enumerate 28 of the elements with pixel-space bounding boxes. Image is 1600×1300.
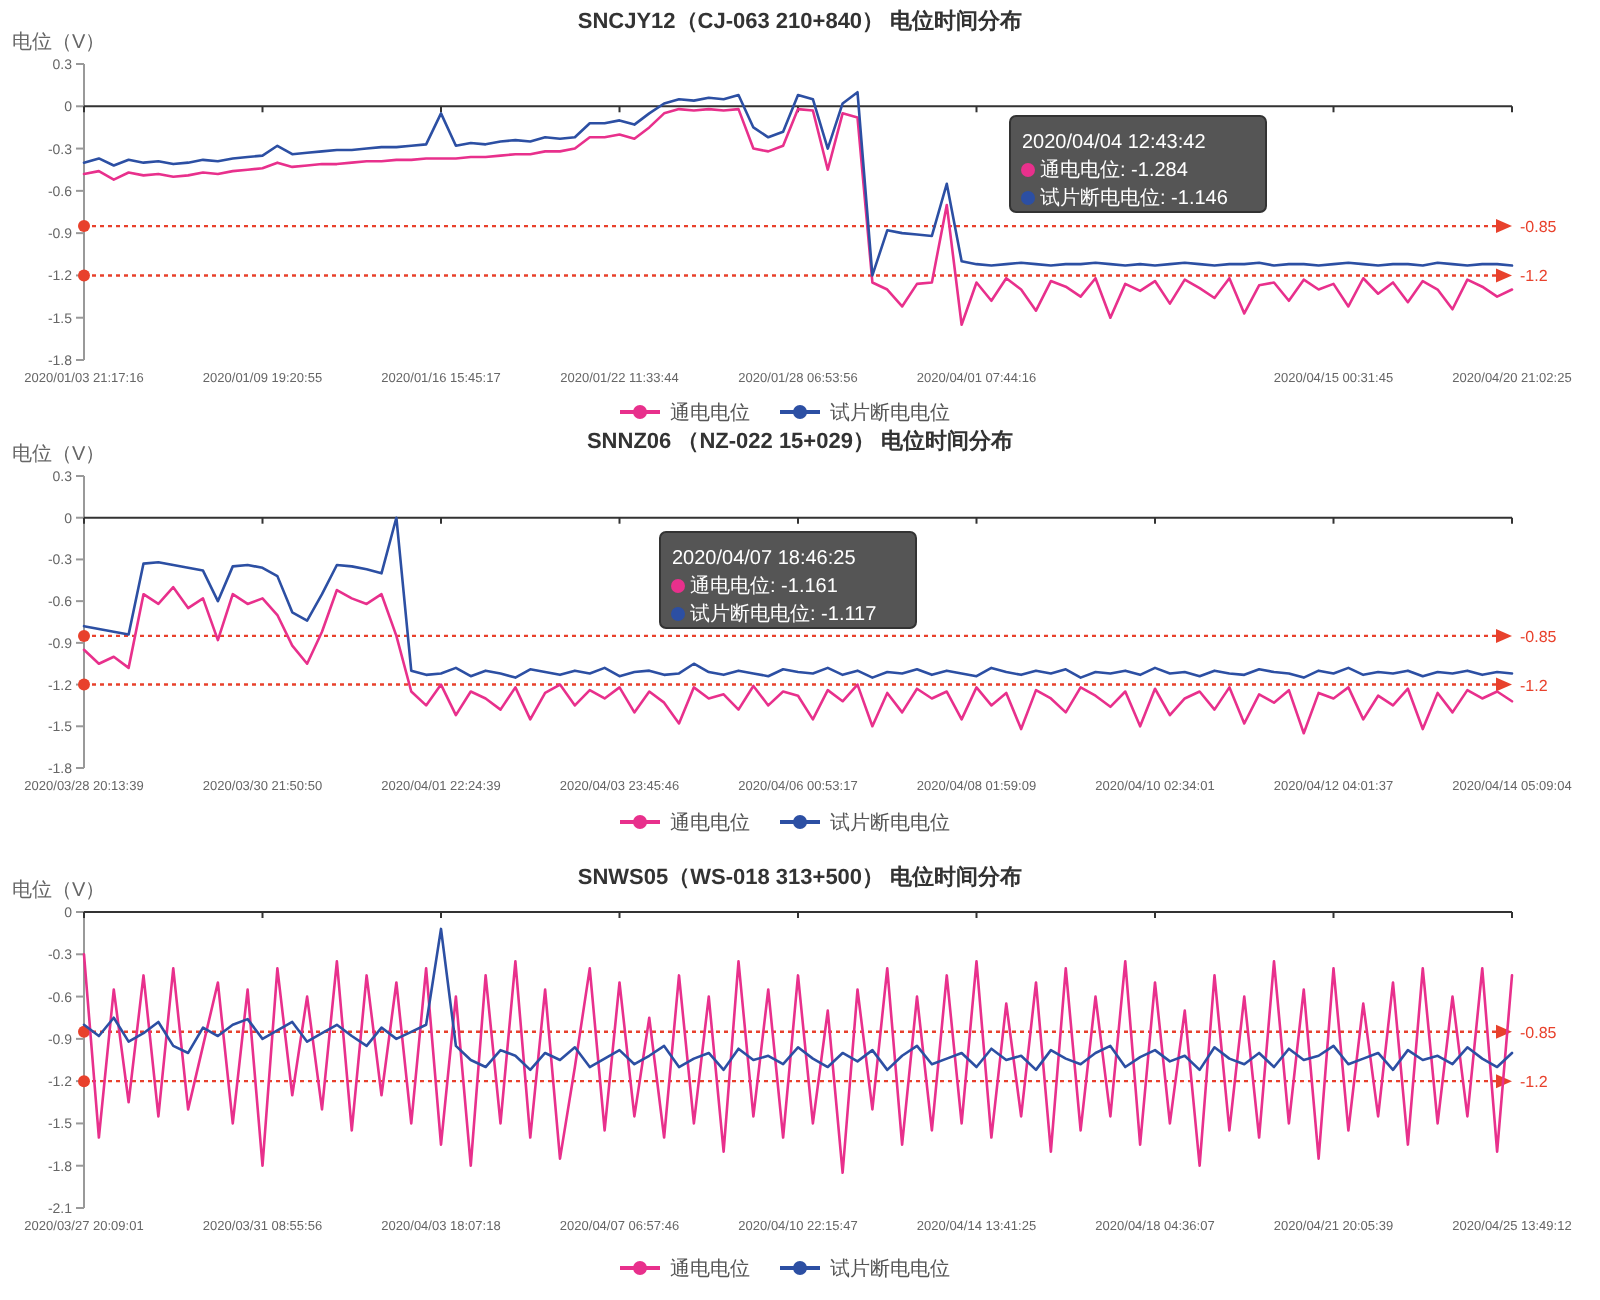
line-series (82, 107, 1514, 327)
y-axis-title: 电位（V） (12, 878, 106, 902)
chart-title: SNCJY12（CJ-063 210+840） 电位时间分布 (577, 8, 1023, 34)
annotation: 试片断电电位: -1.117 (690, 602, 878, 626)
legend-label: 试片断电电位 (830, 401, 950, 425)
legend-label: 试片断电电位 (830, 811, 950, 835)
annotation: 通电电位: -1.161 (690, 574, 839, 598)
chart-title: SNWS05（WS-018 313+500） 电位时间分布 (577, 864, 1023, 890)
annotation: 2020/04/04 12:43:42 (1022, 132, 1207, 154)
chart-title: SNNZ06 （NZ-022 15+029） 电位时间分布 (586, 428, 1014, 454)
line-series (82, 516, 1514, 679)
legend-label: 通电电位 (670, 811, 750, 835)
ref-line-label: -1.2 (1520, 267, 1549, 286)
annotation: 试片断电电位: -1.146 (1040, 186, 1229, 210)
y-axis-title: 电位（V） (12, 442, 106, 466)
ref-line-label: -1.2 (1520, 676, 1549, 695)
ref-line-label: -0.85 (1520, 1023, 1558, 1042)
legend-label: 通电电位 (670, 1257, 750, 1281)
legend-label: 试片断电电位 (830, 1257, 950, 1281)
annotation: 通电电位: -1.284 (1040, 158, 1189, 182)
y-axis-title: 电位（V） (12, 30, 106, 54)
line-series (82, 90, 1514, 277)
legend-label: 通电电位 (670, 401, 750, 425)
ref-line-label: -0.85 (1520, 627, 1558, 646)
ref-line-label: -0.85 (1520, 218, 1558, 237)
annotation: 2020/04/07 18:46:25 (672, 548, 857, 570)
line-series (82, 952, 1514, 1175)
ref-line-label: -1.2 (1520, 1073, 1549, 1092)
